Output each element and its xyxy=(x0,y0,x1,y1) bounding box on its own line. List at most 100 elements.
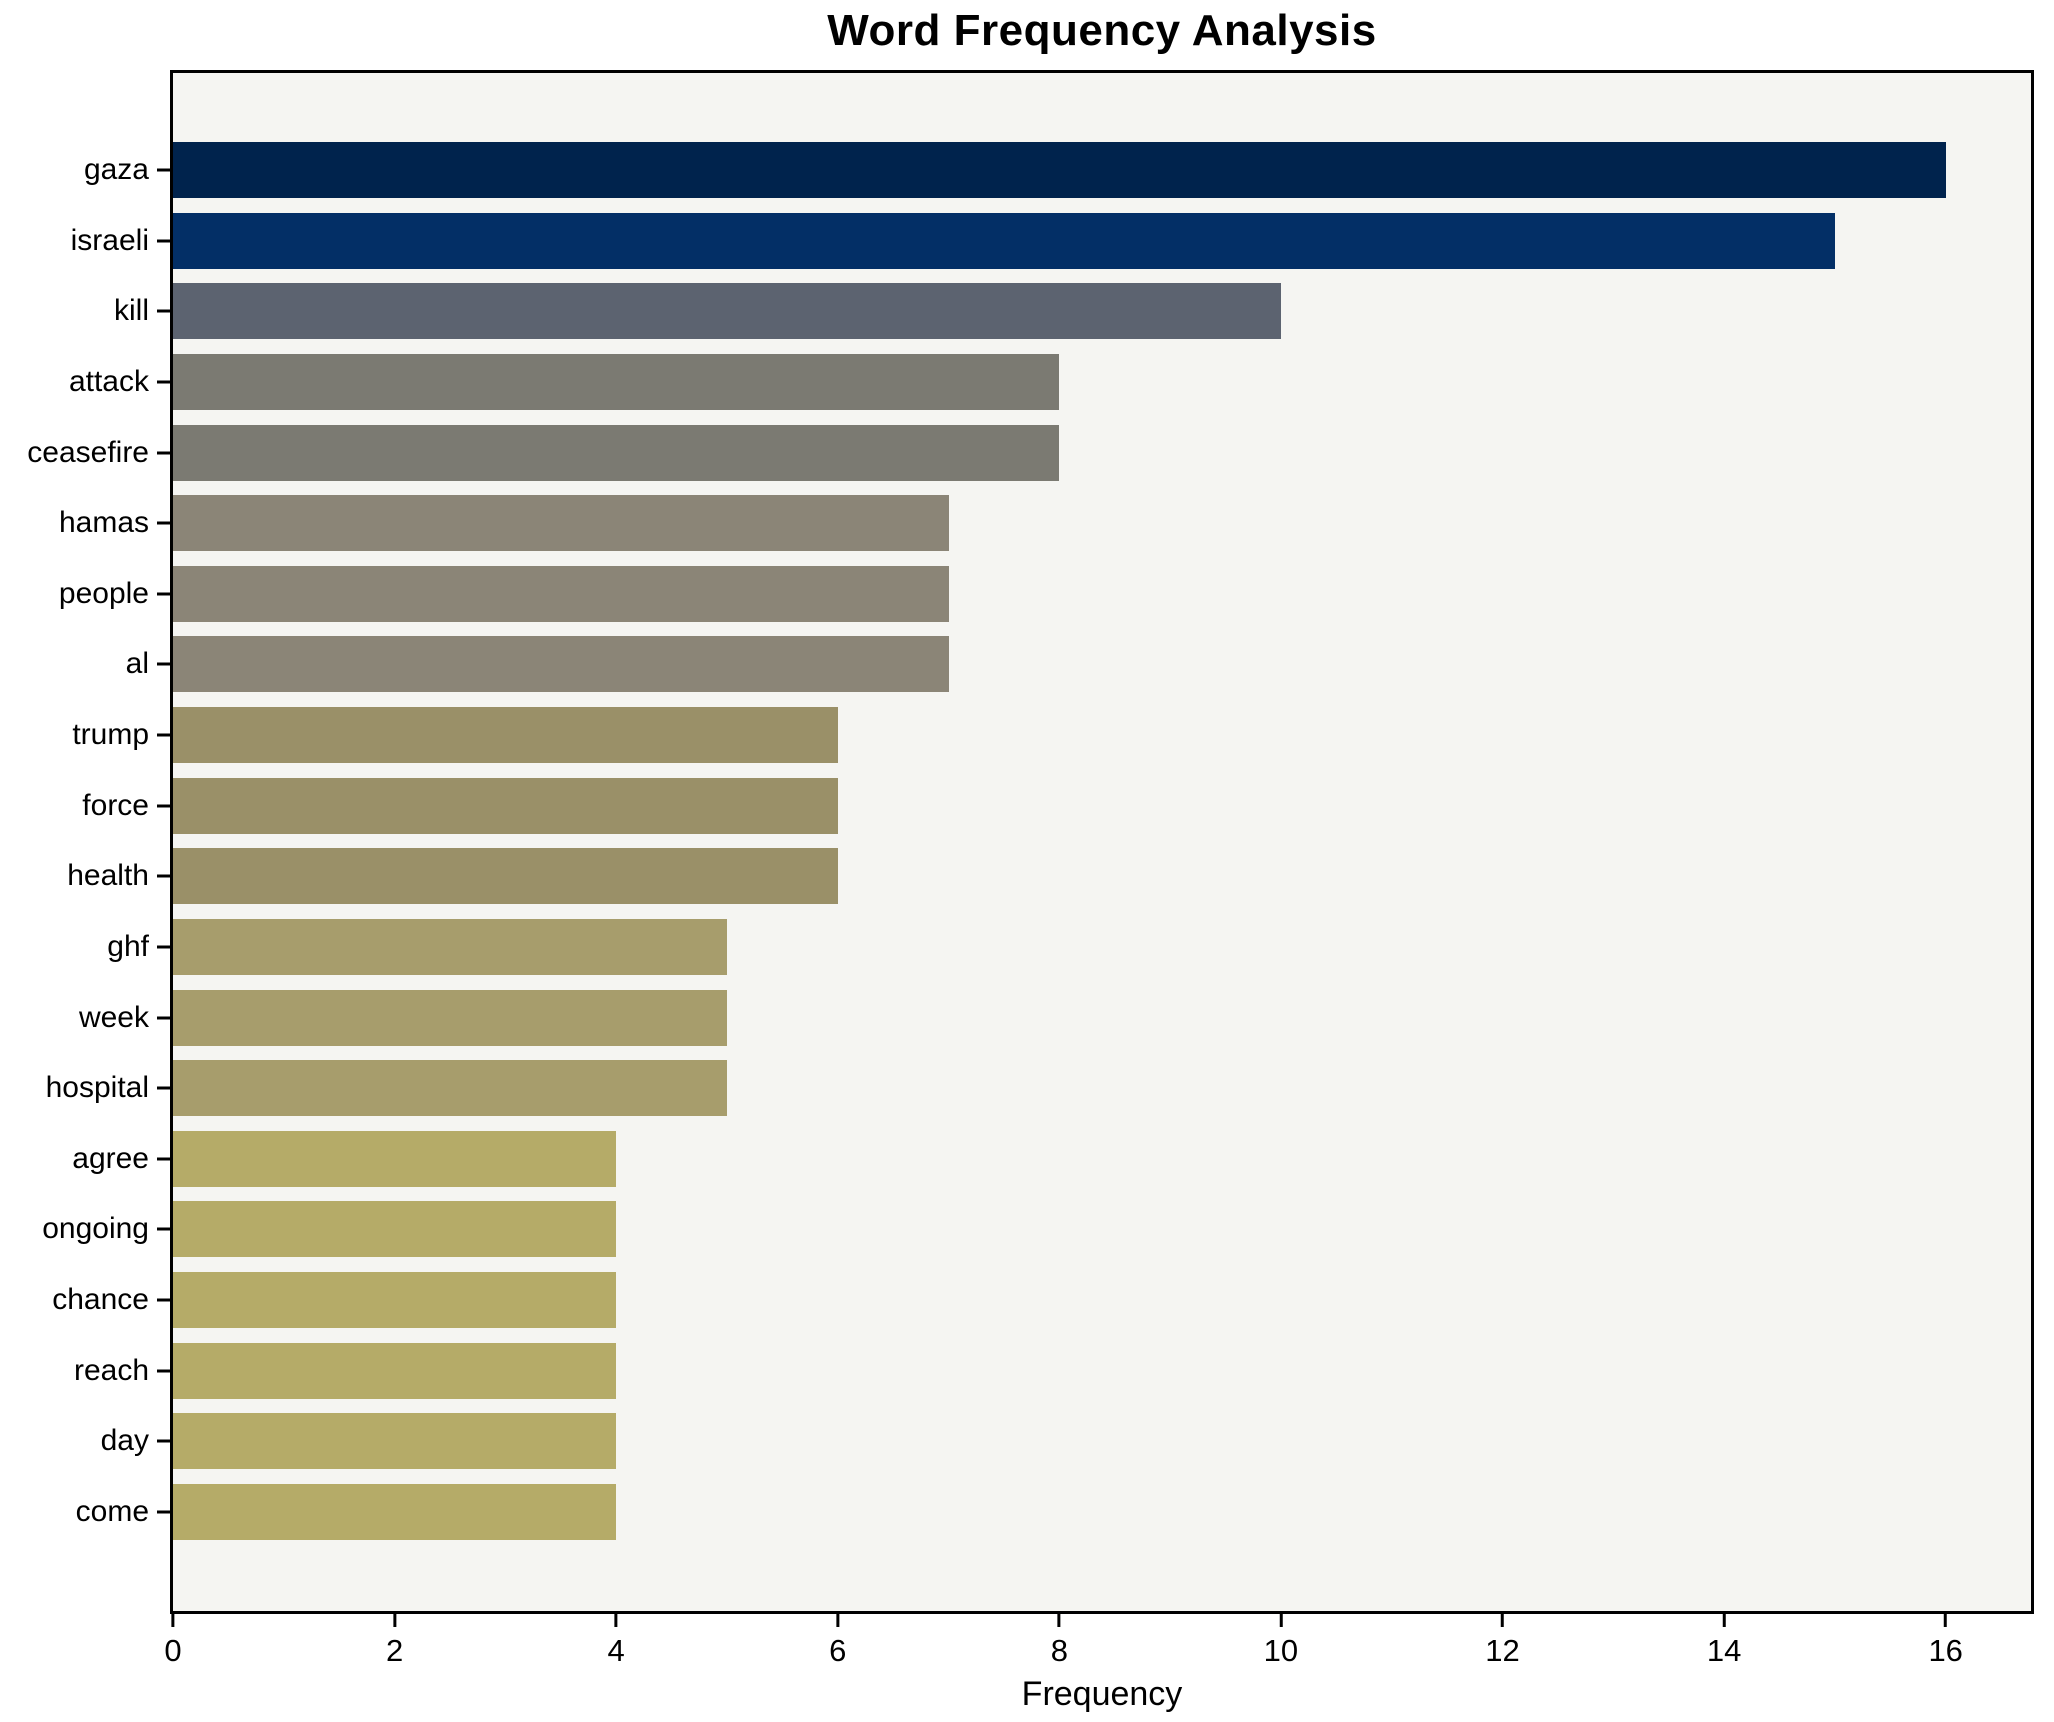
x-tick: 14 xyxy=(1707,1614,1741,1666)
y-tick-label: chance xyxy=(52,1283,149,1316)
y-tick-mark xyxy=(157,309,170,313)
y-tick-label: hospital xyxy=(45,1071,149,1105)
bar-row: attack xyxy=(69,353,2031,410)
y-tick-mark xyxy=(157,1510,170,1514)
bar-row: gaza xyxy=(84,142,2031,198)
x-tick-label: 8 xyxy=(1050,1633,1068,1668)
y-tick-label: israeli xyxy=(70,223,149,257)
x-axis-label: Frequency xyxy=(1021,1675,1183,1713)
bar-trump xyxy=(173,707,838,763)
y-tick-mark xyxy=(157,1086,170,1090)
y-tick-label: day xyxy=(100,1424,149,1458)
y-tick-label: force xyxy=(82,788,149,822)
y-tick-mark xyxy=(157,1157,170,1161)
bar-row: people xyxy=(59,565,2031,622)
x-tick: 2 xyxy=(386,1614,403,1666)
y-tick-label: reach xyxy=(73,1353,149,1387)
bar-reach xyxy=(173,1342,617,1399)
bar-people xyxy=(173,565,949,622)
bar-row: agree xyxy=(72,1130,2031,1187)
bar-kill xyxy=(173,283,1281,340)
x-tick-mark xyxy=(1501,1614,1505,1627)
x-tick-label: 16 xyxy=(1928,1633,1963,1668)
bar-row: ceasefire xyxy=(27,424,2031,481)
x-tick-mark xyxy=(1279,1614,1283,1627)
y-tick-label: people xyxy=(58,576,149,610)
y-tick-label: week xyxy=(78,1000,149,1034)
bars: gaza israeli kill attack ceasefire hamas peopl… xyxy=(27,142,2031,1540)
y-tick-label: ongoing xyxy=(42,1212,149,1246)
bar-chance xyxy=(173,1272,617,1328)
y-tick-mark xyxy=(157,1298,170,1302)
x-tick-mark xyxy=(171,1614,175,1627)
y-tick-mark xyxy=(157,1016,170,1019)
x-tick-label: 4 xyxy=(607,1633,625,1668)
bar-row: ghf xyxy=(107,918,2031,975)
bar-force xyxy=(173,777,838,834)
x-tick-mark xyxy=(1057,1614,1061,1627)
y-tick-mark xyxy=(157,874,170,878)
x-tick: 6 xyxy=(829,1614,846,1666)
y-tick-label: agree xyxy=(72,1141,149,1175)
x-tick-mark xyxy=(614,1614,618,1627)
y-tick-mark xyxy=(157,592,170,596)
y-tick-label: gaza xyxy=(83,153,149,186)
x-tick: 8 xyxy=(1051,1614,1068,1666)
chart-title: Word Frequency Analysis xyxy=(827,6,1377,55)
x-tick-label: 6 xyxy=(829,1633,847,1668)
bar-row: al xyxy=(126,636,2031,693)
bar-hospital xyxy=(173,1060,727,1117)
x-tick-label: 14 xyxy=(1706,1633,1742,1668)
y-tick-mark xyxy=(157,451,170,454)
y-tick-mark xyxy=(157,521,170,525)
y-tick-label: kill xyxy=(114,294,149,328)
y-tick-label: attack xyxy=(68,364,149,398)
x-tick-label: 0 xyxy=(164,1633,182,1668)
x-tick-mark xyxy=(1944,1614,1948,1627)
y-tick-label: trump xyxy=(72,718,149,751)
bar-health xyxy=(173,848,838,905)
y-tick-label: ceasefire xyxy=(27,435,149,469)
y-tick-mark xyxy=(157,1369,170,1373)
bar-row: chance xyxy=(52,1272,2031,1328)
x-tick-mark xyxy=(393,1614,397,1627)
bar-row: come xyxy=(76,1483,2031,1540)
y-tick-mark xyxy=(157,945,170,949)
bar-row: reach xyxy=(74,1342,2031,1399)
bar-agree xyxy=(173,1130,617,1187)
y-tick-label: ghf xyxy=(107,929,149,963)
y-tick-mark xyxy=(157,168,170,172)
bar-row: ongoing xyxy=(42,1201,2031,1258)
bar-row: health xyxy=(67,848,2031,905)
y-tick-label: come xyxy=(75,1494,149,1528)
y-tick-mark xyxy=(157,1227,170,1231)
bar-row: week xyxy=(79,989,2031,1046)
bar-gaza xyxy=(173,142,1946,198)
y-tick-mark xyxy=(157,804,170,808)
x-tick-label: 12 xyxy=(1485,1633,1520,1668)
x-tick: 16 xyxy=(1928,1614,1963,1668)
bar-hamas xyxy=(173,495,949,552)
x-tick-mark xyxy=(1722,1614,1726,1627)
bar-ongoing xyxy=(173,1201,617,1258)
bar-attack xyxy=(173,353,1060,410)
bar-row: israeli xyxy=(71,212,2031,269)
x-tick-label: 10 xyxy=(1263,1633,1299,1668)
x-tick: 10 xyxy=(1264,1614,1298,1666)
y-tick-mark xyxy=(157,662,170,666)
bar-row: kill xyxy=(114,283,2031,340)
x-tick: 0 xyxy=(164,1614,182,1668)
y-tick-mark xyxy=(157,1439,170,1443)
bar-day xyxy=(173,1413,617,1470)
y-tick-label: al xyxy=(125,647,149,681)
x-tick: 12 xyxy=(1485,1614,1520,1668)
x-tick: 4 xyxy=(608,1614,625,1666)
x-tick-mark xyxy=(836,1614,840,1627)
bar-israeli xyxy=(173,212,1835,269)
y-tick-mark xyxy=(157,380,170,384)
bar-ghf xyxy=(173,918,727,975)
bar-row: day xyxy=(101,1413,2031,1470)
bar-week xyxy=(173,989,727,1046)
y-tick-label: hamas xyxy=(58,506,149,540)
